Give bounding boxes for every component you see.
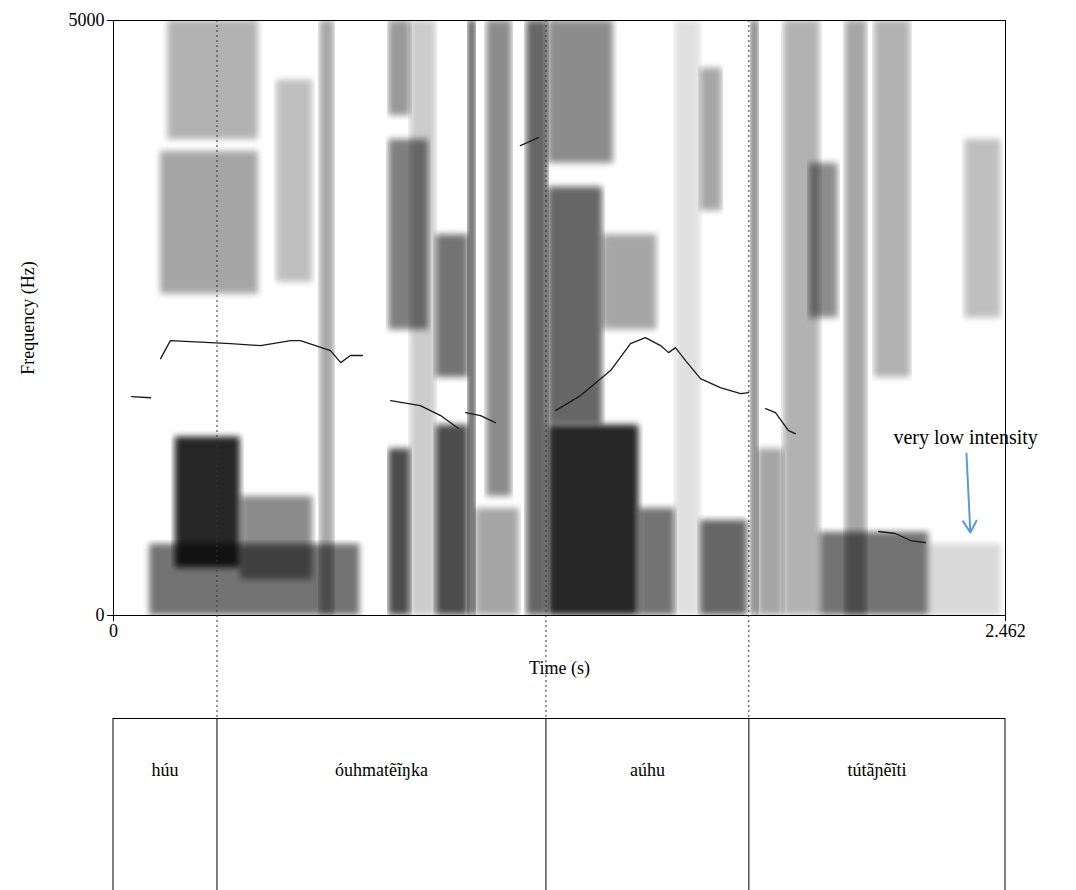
svg-text:Time (s): Time (s) — [529, 658, 590, 679]
svg-text:óuhmatẽĩŋka: óuhmatẽĩŋka — [335, 760, 428, 780]
svg-text:tútãɲẽĩti: tútãɲẽĩti — [847, 760, 906, 780]
svg-text:0: 0 — [96, 605, 105, 625]
svg-text:5000: 5000 — [69, 10, 105, 30]
svg-text:húu: húu — [151, 760, 178, 780]
svg-text:2.462: 2.462 — [985, 621, 1026, 641]
svg-text:aúhu: aúhu — [630, 760, 665, 780]
svg-text:Frequency (Hz): Frequency (Hz) — [18, 261, 39, 374]
svg-text:very low intensity: very low intensity — [893, 426, 1037, 449]
svg-text:0: 0 — [109, 621, 118, 641]
